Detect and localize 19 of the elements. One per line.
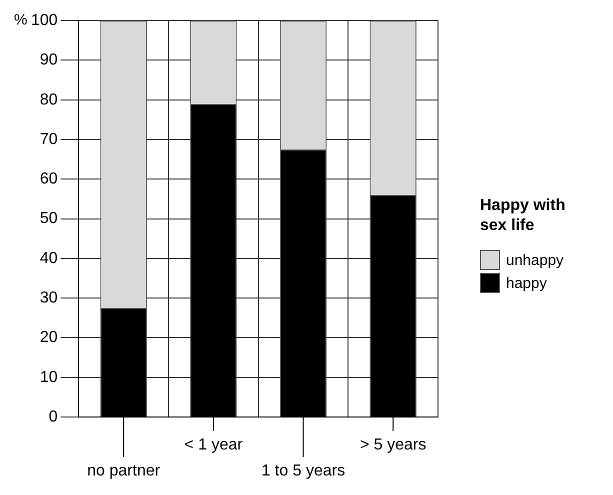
legend-title: Happy with sex life (480, 196, 566, 236)
y-axis-title: % (14, 12, 28, 29)
y-tick-label: 20 (40, 329, 58, 346)
y-tick-label: 60 (40, 170, 58, 188)
y-tick-label: 80 (40, 91, 58, 108)
x-tick-label: < 1 year (184, 436, 244, 454)
x-tick-label: > 5 years (360, 436, 426, 454)
y-tick-label: 100 (30, 12, 58, 30)
y-tick-label: 90 (40, 52, 58, 69)
y-tick-label: 50 (40, 210, 58, 228)
y-tick-label: 70 (40, 130, 58, 148)
legend-label: unhappy (506, 252, 564, 268)
y-tick-label: 0 (48, 408, 58, 426)
legend-label: happy (506, 274, 547, 292)
y-tick-label: 10 (40, 368, 58, 386)
y-tick-label: 40 (40, 250, 58, 267)
x-tick-label: 1 to 5 years (261, 462, 346, 480)
x-tick-label: no partner (87, 462, 161, 480)
y-tick-label: 30 (40, 289, 58, 306)
